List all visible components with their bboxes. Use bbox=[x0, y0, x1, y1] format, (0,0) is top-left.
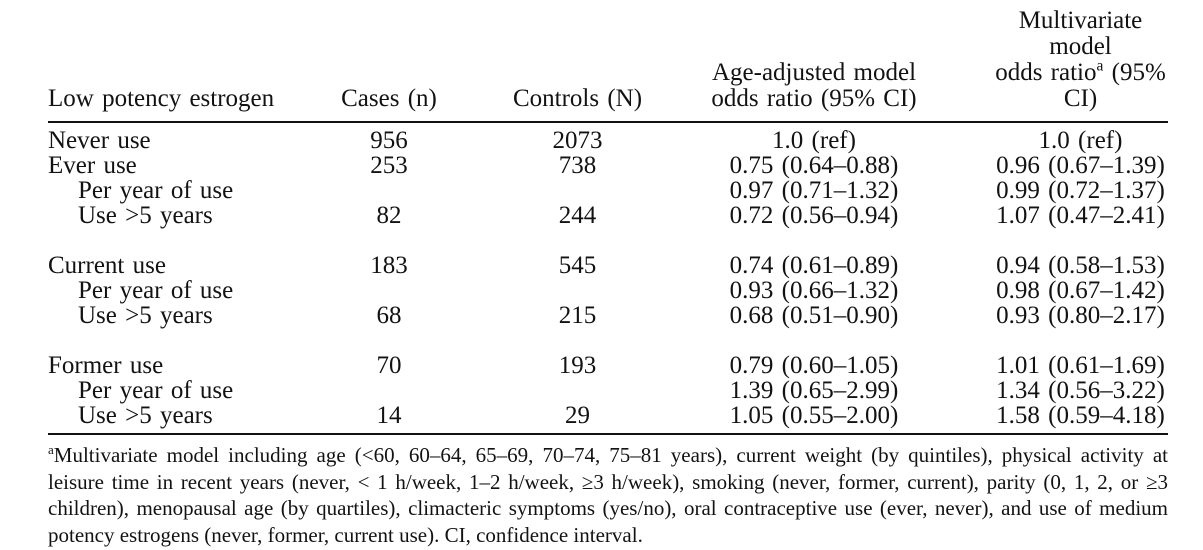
col-header-low-potency-estrogen: Low potency estrogen bbox=[48, 8, 303, 123]
table-row: Per year of use 1.39 (0.65–2.99) 1.34 (0… bbox=[48, 378, 1168, 403]
age-adjusted-odds-ratio-cell: 0.93 (0.66–1.32) bbox=[729, 277, 899, 304]
age-adjusted-odds-ratio-cell: 1.39 (0.65–2.99) bbox=[729, 377, 899, 404]
controls-cell: 215 bbox=[558, 302, 597, 329]
multivariate-header-line3: CI) bbox=[1063, 85, 1098, 112]
table-row: Ever use 253 738 0.75 (0.64–0.88) 0.96 (… bbox=[48, 153, 1168, 178]
age-adjusted-odds-ratio-cell: 1.0 (ref) bbox=[772, 127, 856, 154]
controls-cell: 29 bbox=[565, 402, 590, 429]
footnote-text: Multivariate model including age (<60, 6… bbox=[48, 443, 1168, 547]
age-adjusted-odds-ratio-cell: 0.79 (0.60–1.05) bbox=[729, 352, 899, 379]
multivariate-odds-ratio-cell: 1.07 (0.47–2.41) bbox=[996, 202, 1165, 229]
age-adjusted-odds-ratio-cell: 0.68 (0.51–0.90) bbox=[729, 302, 899, 329]
controls-cell: 244 bbox=[558, 202, 597, 229]
cases-cell: 70 bbox=[376, 352, 402, 379]
row-label-cell: Per year of use bbox=[78, 277, 234, 304]
table-row: Per year of use 0.93 (0.66–1.32) 0.98 (0… bbox=[48, 278, 1168, 303]
paper-table-sheet: Low potency estrogen Cases (n) Controls … bbox=[48, 8, 1168, 548]
table-row: Former use 70 193 0.79 (0.60–1.05) 1.01 … bbox=[48, 353, 1168, 378]
controls-cell bbox=[475, 278, 680, 303]
multivariate-header-line1: Multivariate model bbox=[1018, 7, 1143, 60]
table-row: Use >5 years 14 29 1.05 (0.55–2.00) 1.58… bbox=[48, 403, 1168, 434]
multivariate-header-line2: odds ratioa (95% bbox=[993, 57, 1168, 86]
row-label-cell: Use >5 years bbox=[78, 402, 213, 429]
row-label-cell: Current use bbox=[48, 252, 166, 279]
group-spacer-row bbox=[48, 328, 1168, 353]
age-adjusted-odds-ratio-cell: 0.72 (0.56–0.94) bbox=[729, 202, 899, 229]
cases-cell: 183 bbox=[370, 252, 408, 279]
footnote-marker-a: a bbox=[48, 442, 54, 457]
age-adjusted-header-line2: odds ratio (95% CI) bbox=[711, 85, 917, 112]
table-row: Current use 183 545 0.74 (0.61–0.89) 0.9… bbox=[48, 253, 1168, 278]
age-adjusted-odds-ratio-cell: 0.75 (0.64–0.88) bbox=[729, 152, 899, 179]
table-header: Low potency estrogen Cases (n) Controls … bbox=[48, 7, 1168, 123]
cases-cell: 68 bbox=[376, 302, 402, 329]
controls-cell bbox=[475, 378, 680, 403]
controls-cell: 193 bbox=[558, 352, 597, 379]
multivariate-header-line2-tail: (95% bbox=[1103, 59, 1166, 86]
multivariate-odds-ratio-cell: 1.58 (0.59–4.18) bbox=[996, 402, 1165, 429]
cases-cell: 956 bbox=[370, 127, 408, 154]
multivariate-odds-ratio-cell: 0.98 (0.67–1.42) bbox=[996, 277, 1165, 304]
table-row: Never use 956 2073 1.0 (ref) 1.0 (ref) bbox=[48, 122, 1168, 153]
multivariate-odds-ratio-cell: 0.94 (0.58–1.53) bbox=[996, 252, 1165, 279]
col-header-multivariate-model: Multivariate model odds ratioa (95% CI) bbox=[948, 7, 1168, 123]
age-adjusted-odds-ratio-cell: 0.97 (0.71–1.32) bbox=[729, 177, 899, 204]
age-adjusted-odds-ratio-cell: 1.05 (0.55–2.00) bbox=[729, 402, 899, 429]
age-adjusted-odds-ratio-cell: 0.74 (0.61–0.89) bbox=[729, 252, 899, 279]
row-label-cell: Use >5 years bbox=[78, 202, 213, 229]
table-row: Use >5 years 82 244 0.72 (0.56–0.94) 1.0… bbox=[48, 203, 1168, 228]
row-label-cell: Per year of use bbox=[78, 377, 234, 404]
cases-cell: 14 bbox=[376, 402, 402, 429]
row-label-cell: Use >5 years bbox=[78, 302, 213, 329]
table-footnote: aMultivariate model including age (<60, … bbox=[48, 442, 1168, 548]
col-header-controls: Controls (N) bbox=[475, 8, 680, 123]
multivariate-odds-ratio-cell: 0.93 (0.80–2.17) bbox=[996, 302, 1165, 329]
spacer-cell bbox=[48, 328, 1168, 353]
multivariate-odds-ratio-cell: 0.99 (0.72–1.37) bbox=[996, 177, 1165, 204]
multivariate-odds-ratio-cell: 1.01 (0.61–1.69) bbox=[996, 352, 1165, 379]
controls-cell: 545 bbox=[558, 252, 597, 279]
controls-cell: 738 bbox=[558, 152, 597, 179]
cases-cell: 253 bbox=[370, 152, 408, 179]
table-row: Per year of use 0.97 (0.71–1.32) 0.99 (0… bbox=[48, 178, 1168, 203]
table-row: Use >5 years 68 215 0.68 (0.51–0.90) 0.9… bbox=[48, 303, 1168, 328]
spacer-cell bbox=[48, 228, 1168, 253]
estrogen-odds-ratio-table: Low potency estrogen Cases (n) Controls … bbox=[48, 8, 1168, 435]
cases-cell: 82 bbox=[376, 202, 402, 229]
multivariate-odds-ratio-cell: 0.96 (0.67–1.39) bbox=[996, 152, 1165, 179]
row-label-cell: Former use bbox=[48, 352, 164, 379]
col-header-cases: Cases (n) bbox=[303, 8, 475, 123]
multivariate-odds-ratio-cell: 1.0 (ref) bbox=[1038, 127, 1123, 154]
multivariate-odds-ratio-cell: 1.34 (0.56–3.22) bbox=[996, 377, 1165, 404]
age-adjusted-header-line1: Age-adjusted model bbox=[711, 59, 917, 86]
cases-cell bbox=[303, 278, 475, 303]
cases-cell bbox=[303, 178, 475, 203]
col-header-age-adjusted-model: Age-adjusted model odds ratio (95% CI) bbox=[680, 8, 948, 123]
controls-cell: 2073 bbox=[552, 127, 603, 154]
table-body: Never use 956 2073 1.0 (ref) 1.0 (ref) E… bbox=[48, 122, 1168, 434]
row-label-cell: Never use bbox=[48, 127, 151, 154]
row-label-cell: Ever use bbox=[48, 152, 137, 179]
multivariate-footnote-marker-a: a bbox=[1096, 57, 1104, 75]
controls-cell bbox=[475, 178, 680, 203]
group-spacer-row bbox=[48, 228, 1168, 253]
header-row: Low potency estrogen Cases (n) Controls … bbox=[48, 7, 1168, 123]
row-label-cell: Per year of use bbox=[78, 177, 234, 204]
cases-cell bbox=[303, 378, 475, 403]
multivariate-header-line2-text: odds ratio bbox=[995, 59, 1097, 86]
